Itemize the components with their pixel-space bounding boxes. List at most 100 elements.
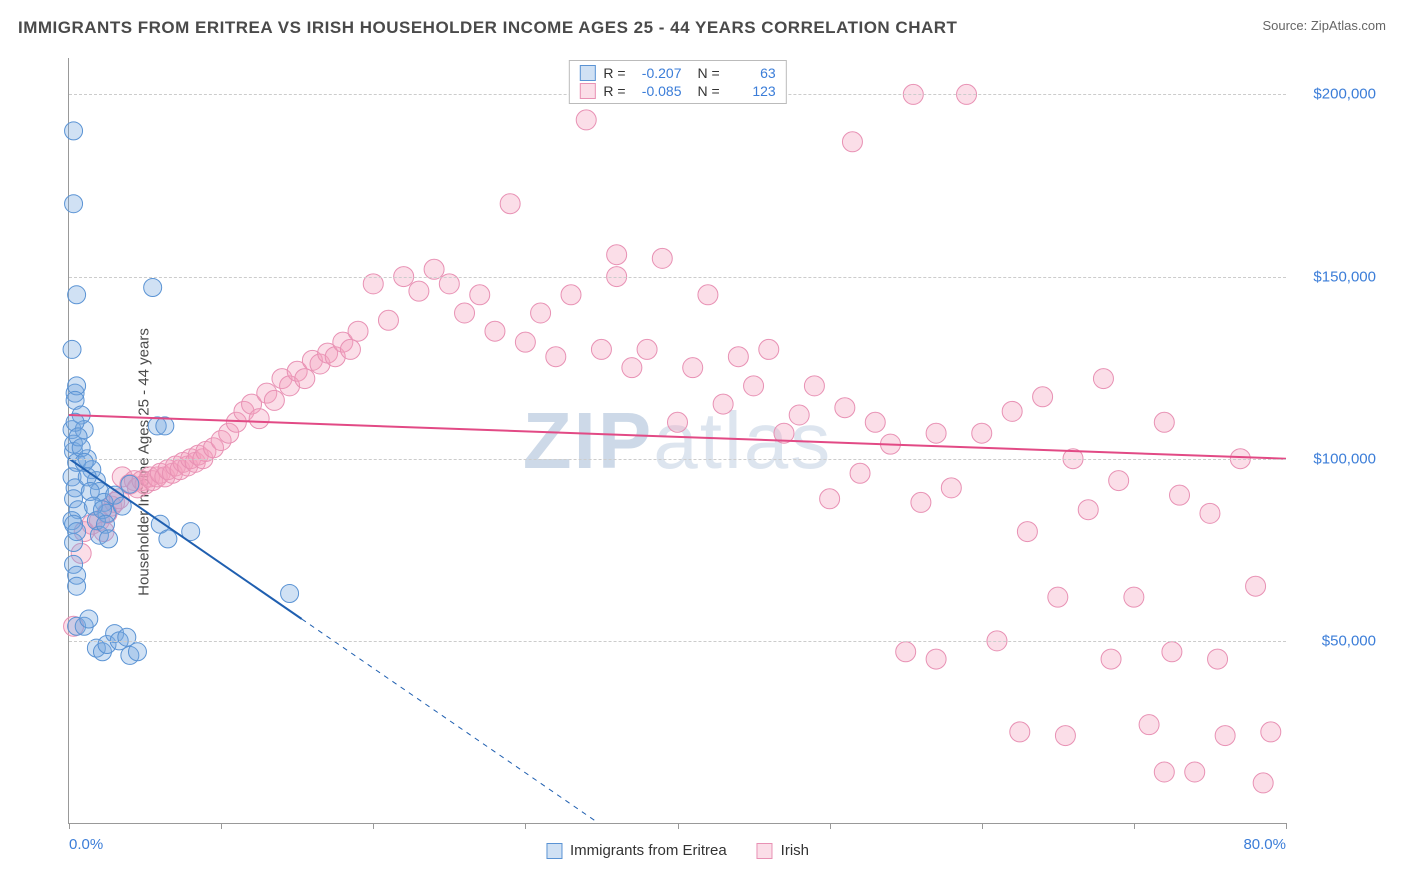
- data-point-irish: [896, 642, 916, 662]
- data-point-irish: [652, 248, 672, 268]
- data-point-irish: [713, 394, 733, 414]
- plot-area: ZIPatlas R = -0.207 N = 63 R = -0.085 N …: [68, 58, 1286, 824]
- data-point-irish: [789, 405, 809, 425]
- data-point-irish: [1170, 485, 1190, 505]
- gridline: [69, 459, 1286, 460]
- data-point-irish: [865, 412, 885, 432]
- data-point-irish: [683, 358, 703, 378]
- data-point-irish: [264, 390, 284, 410]
- x-tick: [221, 823, 222, 829]
- x-tick: [69, 823, 70, 829]
- legend-item-eritrea: Immigrants from Eritrea: [546, 842, 727, 859]
- data-point-irish: [546, 347, 566, 367]
- chart-container: Householder Income Ages 25 - 44 years ZI…: [18, 50, 1386, 874]
- data-point-irish: [1200, 503, 1220, 523]
- legend-series: Immigrants from Eritrea Irish: [546, 842, 809, 859]
- data-point-irish: [835, 398, 855, 418]
- data-point-irish: [637, 339, 657, 359]
- data-point-irish: [1048, 587, 1068, 607]
- data-point-eritrea: [65, 122, 83, 140]
- data-point-irish: [378, 310, 398, 330]
- data-point-irish: [842, 132, 862, 152]
- source-name: ZipAtlas.com: [1311, 18, 1386, 33]
- n-label: N =: [698, 65, 720, 81]
- r-label: R =: [603, 65, 625, 81]
- data-point-irish: [591, 339, 611, 359]
- x-axis-min-label: 0.0%: [69, 836, 103, 853]
- data-point-irish: [1101, 649, 1121, 669]
- legend-correlation: R = -0.207 N = 63 R = -0.085 N = 123: [568, 60, 786, 104]
- data-point-irish: [1109, 471, 1129, 491]
- data-point-irish: [1154, 762, 1174, 782]
- x-tick: [678, 823, 679, 829]
- data-point-irish: [1093, 369, 1113, 389]
- data-point-irish: [409, 281, 429, 301]
- data-point-eritrea: [144, 279, 162, 297]
- swatch-irish-icon: [757, 843, 773, 859]
- data-point-irish: [1124, 587, 1144, 607]
- data-point-irish: [1033, 387, 1053, 407]
- data-point-irish: [1215, 726, 1235, 746]
- data-point-eritrea: [80, 610, 98, 628]
- swatch-eritrea-icon: [546, 843, 562, 859]
- data-point-irish: [515, 332, 535, 352]
- n-label: N =: [698, 83, 720, 99]
- data-point-irish: [348, 321, 368, 341]
- data-point-irish: [249, 409, 269, 429]
- data-point-irish: [668, 412, 688, 432]
- x-tick: [1286, 823, 1287, 829]
- data-point-irish: [485, 321, 505, 341]
- data-point-irish: [728, 347, 748, 367]
- y-tick-label: $200,000: [1296, 86, 1376, 103]
- data-point-irish: [972, 423, 992, 443]
- legend-row-irish: R = -0.085 N = 123: [579, 83, 775, 99]
- data-point-eritrea: [65, 195, 83, 213]
- data-point-irish: [500, 194, 520, 214]
- data-point-irish: [850, 463, 870, 483]
- data-point-irish: [470, 285, 490, 305]
- gridline: [69, 641, 1286, 642]
- gridline: [69, 277, 1286, 278]
- data-point-irish: [1078, 500, 1098, 520]
- data-point-eritrea: [128, 643, 146, 661]
- data-point-irish: [561, 285, 581, 305]
- x-tick: [525, 823, 526, 829]
- legend-label-eritrea: Immigrants from Eritrea: [570, 842, 727, 859]
- data-point-irish: [1208, 649, 1228, 669]
- data-point-irish: [1261, 722, 1281, 742]
- data-point-irish: [698, 285, 718, 305]
- swatch-irish: [579, 83, 595, 99]
- x-tick: [373, 823, 374, 829]
- data-point-irish: [295, 369, 315, 389]
- legend-item-irish: Irish: [757, 842, 809, 859]
- y-tick-label: $100,000: [1296, 450, 1376, 467]
- x-tick: [830, 823, 831, 829]
- data-point-irish: [1154, 412, 1174, 432]
- data-point-eritrea: [281, 585, 299, 603]
- data-point-eritrea: [63, 340, 81, 358]
- data-point-irish: [455, 303, 475, 323]
- data-point-eritrea: [100, 530, 118, 548]
- data-point-irish: [1162, 642, 1182, 662]
- data-point-eritrea: [68, 286, 86, 304]
- n-value-eritrea: 63: [728, 65, 776, 81]
- chart-title: IMMIGRANTS FROM ERITREA VS IRISH HOUSEHO…: [18, 18, 957, 38]
- n-value-irish: 123: [728, 83, 776, 99]
- data-point-irish: [744, 376, 764, 396]
- data-point-irish: [1017, 522, 1037, 542]
- r-label: R =: [603, 83, 625, 99]
- x-tick: [1134, 823, 1135, 829]
- y-tick-label: $50,000: [1296, 632, 1376, 649]
- data-point-irish: [1253, 773, 1273, 793]
- data-point-irish: [1010, 722, 1030, 742]
- data-point-irish: [622, 358, 642, 378]
- y-tick-label: $150,000: [1296, 268, 1376, 285]
- data-point-irish: [1055, 726, 1075, 746]
- data-point-irish: [576, 110, 596, 130]
- legend-row-eritrea: R = -0.207 N = 63: [579, 65, 775, 81]
- data-point-irish: [1185, 762, 1205, 782]
- source-attribution: Source: ZipAtlas.com: [1262, 18, 1386, 33]
- data-point-irish: [941, 478, 961, 498]
- data-point-irish: [926, 423, 946, 443]
- data-point-irish: [1139, 715, 1159, 735]
